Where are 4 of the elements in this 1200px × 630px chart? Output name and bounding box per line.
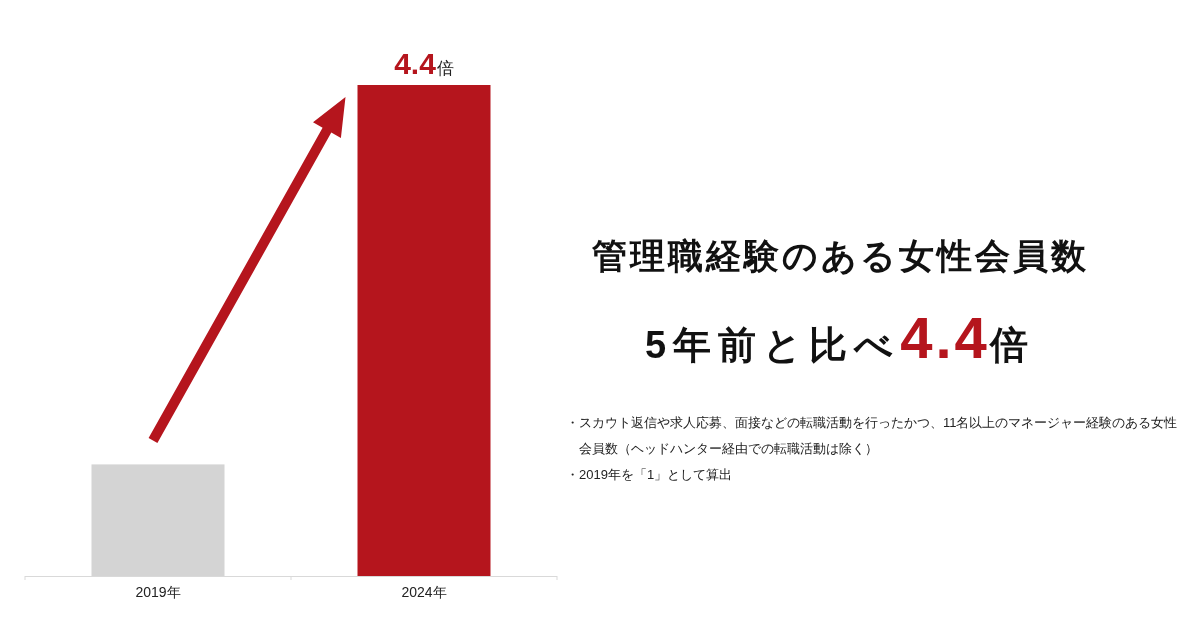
- annotation: ・スカウト返信や求人応募、面接などの転職活動を行ったかつ、11名以上のマネージャー経験のある女性会員数（ヘッドハンター経由での転職活動は除く）: [566, 414, 1179, 458]
- title: 管理職経験のある女性会員数: [591, 236, 1089, 275]
- annotation: ・2019年を「1」として算出: [566, 466, 734, 484]
- subtitle: 5年前と比べ4.4倍: [645, 305, 1035, 370]
